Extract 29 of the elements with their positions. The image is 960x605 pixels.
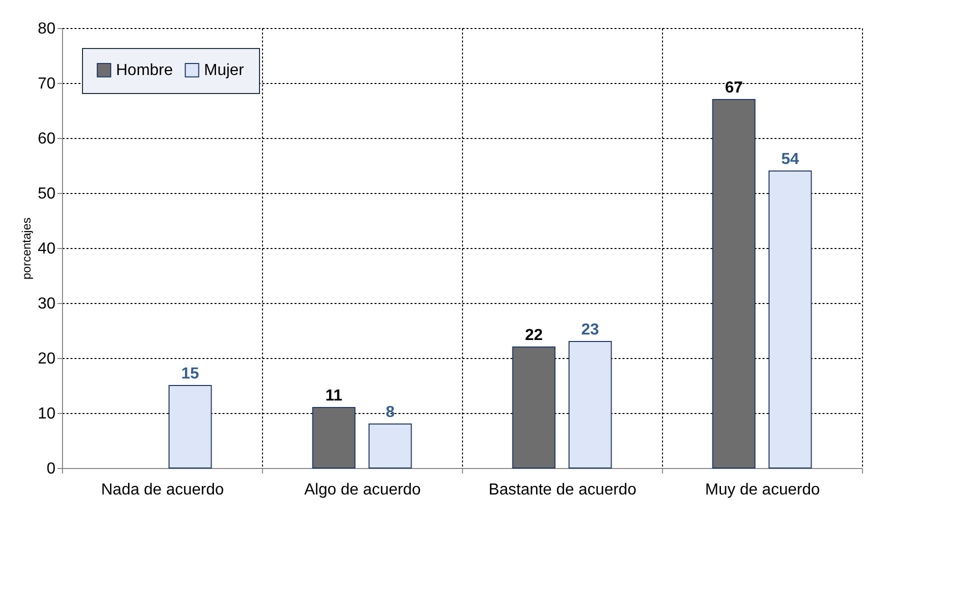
y-tick-label: 0 [46, 460, 56, 478]
data-label: 11 [325, 388, 342, 404]
y-tick-label: 10 [38, 406, 56, 422]
x-tick-label: Nada de acuerdo [101, 482, 224, 498]
bar [768, 170, 812, 468]
x-tick-label: Algo de acuerdo [304, 482, 421, 498]
y-tick-label: 60 [38, 130, 56, 148]
y-tick-label: 80 [38, 20, 56, 38]
bar [368, 424, 412, 468]
data-label: 8 [386, 404, 395, 421]
y-tick-label: 40 [38, 240, 56, 258]
bar [568, 341, 612, 468]
bar [312, 407, 356, 468]
data-label: 22 [524, 327, 543, 344]
x-tick-label: Muy de acuerdo [705, 482, 820, 498]
bar [512, 346, 556, 468]
x-tick-label: Bastante de acuerdo [488, 482, 636, 498]
bar [168, 385, 212, 468]
y-tick-label: 70 [38, 76, 56, 92]
y-axis-title: porcentajes [20, 217, 34, 280]
data-label: 54 [781, 151, 800, 168]
y-tick-label: 30 [38, 296, 56, 312]
y-tick-label: 20 [38, 350, 56, 368]
legend-label: Hombre [116, 62, 174, 80]
y-tick-label: 50 [38, 186, 56, 202]
bar [712, 99, 756, 468]
data-label: 23 [581, 322, 600, 338]
legend-label: Mujer [204, 62, 245, 80]
data-label: 15 [181, 366, 200, 382]
